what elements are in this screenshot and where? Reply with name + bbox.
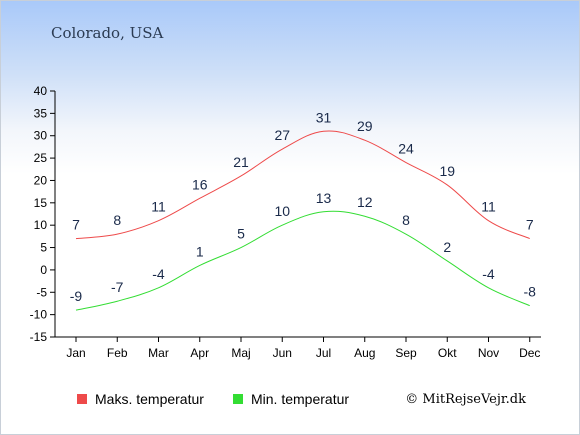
data-label-min: 10: [274, 203, 290, 219]
data-label-min: 5: [237, 226, 245, 242]
data-label-max: 21: [233, 154, 249, 170]
credit-text: © MitRejseVejr.dk: [405, 392, 526, 407]
data-label-min: -4: [482, 266, 495, 282]
y-tick-label: 5: [40, 241, 47, 255]
x-tick-label: Jul: [316, 346, 331, 360]
data-label-max: 24: [398, 141, 414, 157]
x-tick-label: Aug: [354, 346, 375, 360]
x-tick-group: Jan Feb Mar Apr Maj Jun Jul Aug Sep Okt Nov Dec: [66, 337, 540, 360]
data-label-min: -9: [70, 288, 83, 304]
data-label-max: 19: [439, 163, 455, 179]
y-tick-label: 0: [40, 263, 47, 277]
data-label-min: 8: [402, 212, 410, 228]
series-line-max: [75, 130, 530, 240]
x-tick-label: Mar: [148, 346, 169, 360]
x-tick-label: Jan: [66, 346, 85, 360]
series-lines: [75, 130, 530, 311]
series-line-min: [75, 210, 530, 311]
x-tick-label: Apr: [190, 346, 209, 360]
y-tick-label: -10: [30, 308, 48, 322]
x-tick-label: Dec: [519, 346, 540, 360]
y-tick-label: 25: [34, 151, 48, 165]
data-labels: 7 8 11 16 21 27 31 29 24 19 11 7 -9 -7 -4 1 5 10 13 12 8 2 -4 -…: [70, 109, 536, 304]
legend-label-max: Maks. temperatur: [95, 391, 204, 407]
legend-swatch-max: [77, 394, 87, 404]
x-tick-label: Okt: [438, 346, 457, 360]
data-label-max: 7: [526, 217, 534, 233]
x-tick-label: Maj: [231, 346, 250, 360]
y-tick-label: 15: [34, 196, 48, 210]
y-tick-label: 40: [34, 84, 48, 98]
y-tick-label: -15: [30, 330, 48, 344]
data-label-min: -4: [152, 266, 165, 282]
x-tick-label: Sep: [395, 346, 417, 360]
y-tick-group: 40 35 30 25 20 15 10 5 0 -5 -10 -15: [30, 84, 55, 344]
data-label-min: 1: [196, 243, 204, 259]
data-label-max: 8: [113, 212, 121, 228]
data-label-min: 12: [357, 194, 373, 210]
x-tick-label: Feb: [107, 346, 128, 360]
data-label-min: -8: [524, 284, 537, 300]
data-label-max: 16: [192, 176, 208, 192]
y-tick-label: 20: [34, 173, 48, 187]
data-label-max: 7: [72, 217, 80, 233]
data-label-min: 2: [443, 239, 451, 255]
x-tick-label: Jun: [273, 346, 292, 360]
y-tick-label: 10: [34, 218, 48, 232]
chart-title: Colorado, USA: [51, 24, 164, 42]
legend-label-min: Min. temperatur: [251, 391, 349, 407]
data-label-min: 13: [316, 190, 332, 206]
data-label-max: 11: [481, 199, 496, 215]
legend-swatch-min: [233, 394, 243, 404]
data-label-max: 27: [274, 127, 290, 143]
data-label-max: 11: [151, 199, 166, 215]
legend: Maks. temperatur Min. temperatur: [77, 391, 349, 407]
y-tick-label: 30: [34, 129, 48, 143]
x-tick-label: Nov: [478, 346, 499, 360]
data-label-max: 29: [357, 118, 373, 134]
y-tick-label: -5: [36, 285, 47, 299]
y-tick-label: 35: [34, 106, 48, 120]
data-label-max: 31: [316, 109, 332, 125]
data-label-min: -7: [111, 279, 124, 295]
